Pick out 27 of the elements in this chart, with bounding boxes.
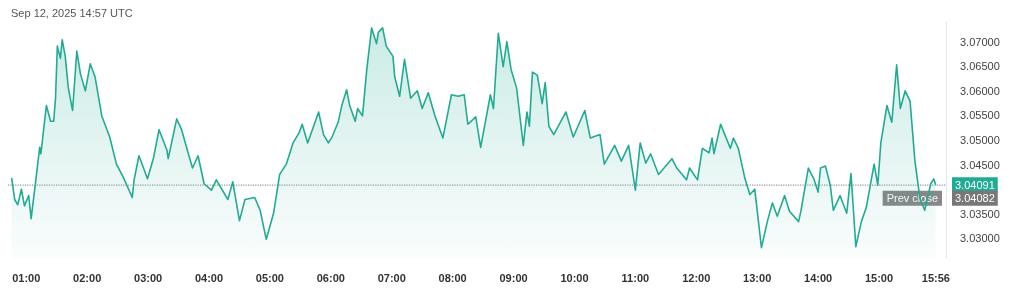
- x-tick-label: 15:00: [864, 271, 894, 284]
- y-tick-label: 3.05500: [960, 109, 1000, 122]
- x-tick-label: 04:00: [194, 271, 224, 284]
- text: 3.04091: [955, 178, 995, 191]
- x-tick-label: 07:00: [377, 271, 406, 284]
- y-tick-label: 3.03000: [960, 232, 1000, 245]
- y-tick-label: 3.06000: [960, 84, 1000, 97]
- x-tick-label: 02:00: [73, 271, 102, 284]
- y-tick-label: 3.04500: [960, 158, 1000, 171]
- x-tick-label: 09:00: [499, 271, 528, 284]
- y-tick-label: 3.05000: [960, 134, 1000, 146]
- x-tick-label: 01:00: [12, 271, 41, 284]
- x-tick-label: 12:00: [682, 271, 711, 284]
- x-tick-label: 05:00: [255, 271, 284, 284]
- x-tick-label: 10:00: [560, 271, 589, 284]
- x-tick-label: 13:00: [743, 271, 772, 284]
- y-tick-label: 3.06500: [960, 60, 1000, 73]
- x-tick-label: 06:00: [316, 271, 345, 284]
- text: Sep 12, 2025 14:57 UTC: [11, 6, 133, 19]
- x-tick-label: 11:00: [621, 271, 650, 284]
- x-tick-label: 08:00: [438, 271, 467, 284]
- x-tick-label: 14:00: [804, 271, 833, 284]
- y-tick-label: 3.07000: [960, 35, 1000, 48]
- x-tick-label: 03:00: [134, 271, 163, 284]
- y-tick-label: 3.03500: [960, 207, 1000, 220]
- x-tick-label: 15:56: [921, 271, 950, 284]
- text: 3.04082: [955, 192, 995, 205]
